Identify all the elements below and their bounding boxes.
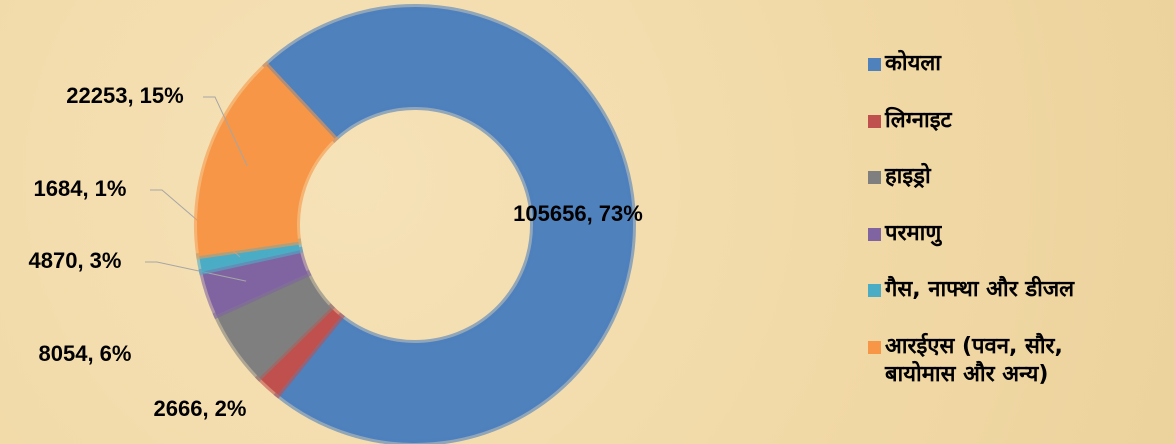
leader-line — [203, 96, 248, 167]
data-label: 2666, 2% — [154, 396, 247, 421]
leader-line — [145, 261, 247, 282]
legend-swatch — [868, 58, 881, 71]
legend-label: लिग्नाइट — [885, 107, 952, 133]
legend-swatch — [868, 171, 881, 184]
legend-label: हाइड्रो — [885, 164, 931, 189]
legend: कोयला लिग्नाइट हाइड्रो परमाणु गैस, नाफ्था और… — [868, 50, 1168, 417]
data-label: 105656, 73% — [513, 201, 643, 226]
donut-slice — [194, 61, 339, 260]
legend-label: आरईएस (पवन, सौर, बायोमास और अन्य) — [885, 333, 1063, 387]
donut-slice — [262, 4, 636, 444]
legend-item: परमाणु — [868, 220, 1168, 248]
data-label: 4870, 3% — [29, 248, 122, 273]
legend-item: लिग्नाइट — [868, 107, 1168, 135]
data-label: 22253, 15% — [66, 83, 183, 108]
legend-swatch — [868, 340, 881, 354]
legend-item: आरईएस (पवन, सौर, बायोमास और अन्य) — [868, 333, 1168, 389]
legend-item: कोयला — [868, 50, 1168, 78]
legend-swatch — [868, 114, 881, 128]
legend-item: हाइड्रो — [868, 163, 1168, 191]
data-label: 8054, 6% — [39, 341, 132, 366]
data-label: 1684, 1% — [34, 176, 127, 201]
legend-label: परमाणु — [885, 220, 942, 246]
legend-label: कोयला — [885, 51, 941, 76]
legend-swatch — [868, 284, 881, 297]
legend-label: गैस, नाफ्था और डीजल — [885, 277, 1075, 302]
legend-item: गैस, नाफ्था और डीजल — [868, 276, 1168, 304]
legend-swatch — [868, 227, 881, 241]
